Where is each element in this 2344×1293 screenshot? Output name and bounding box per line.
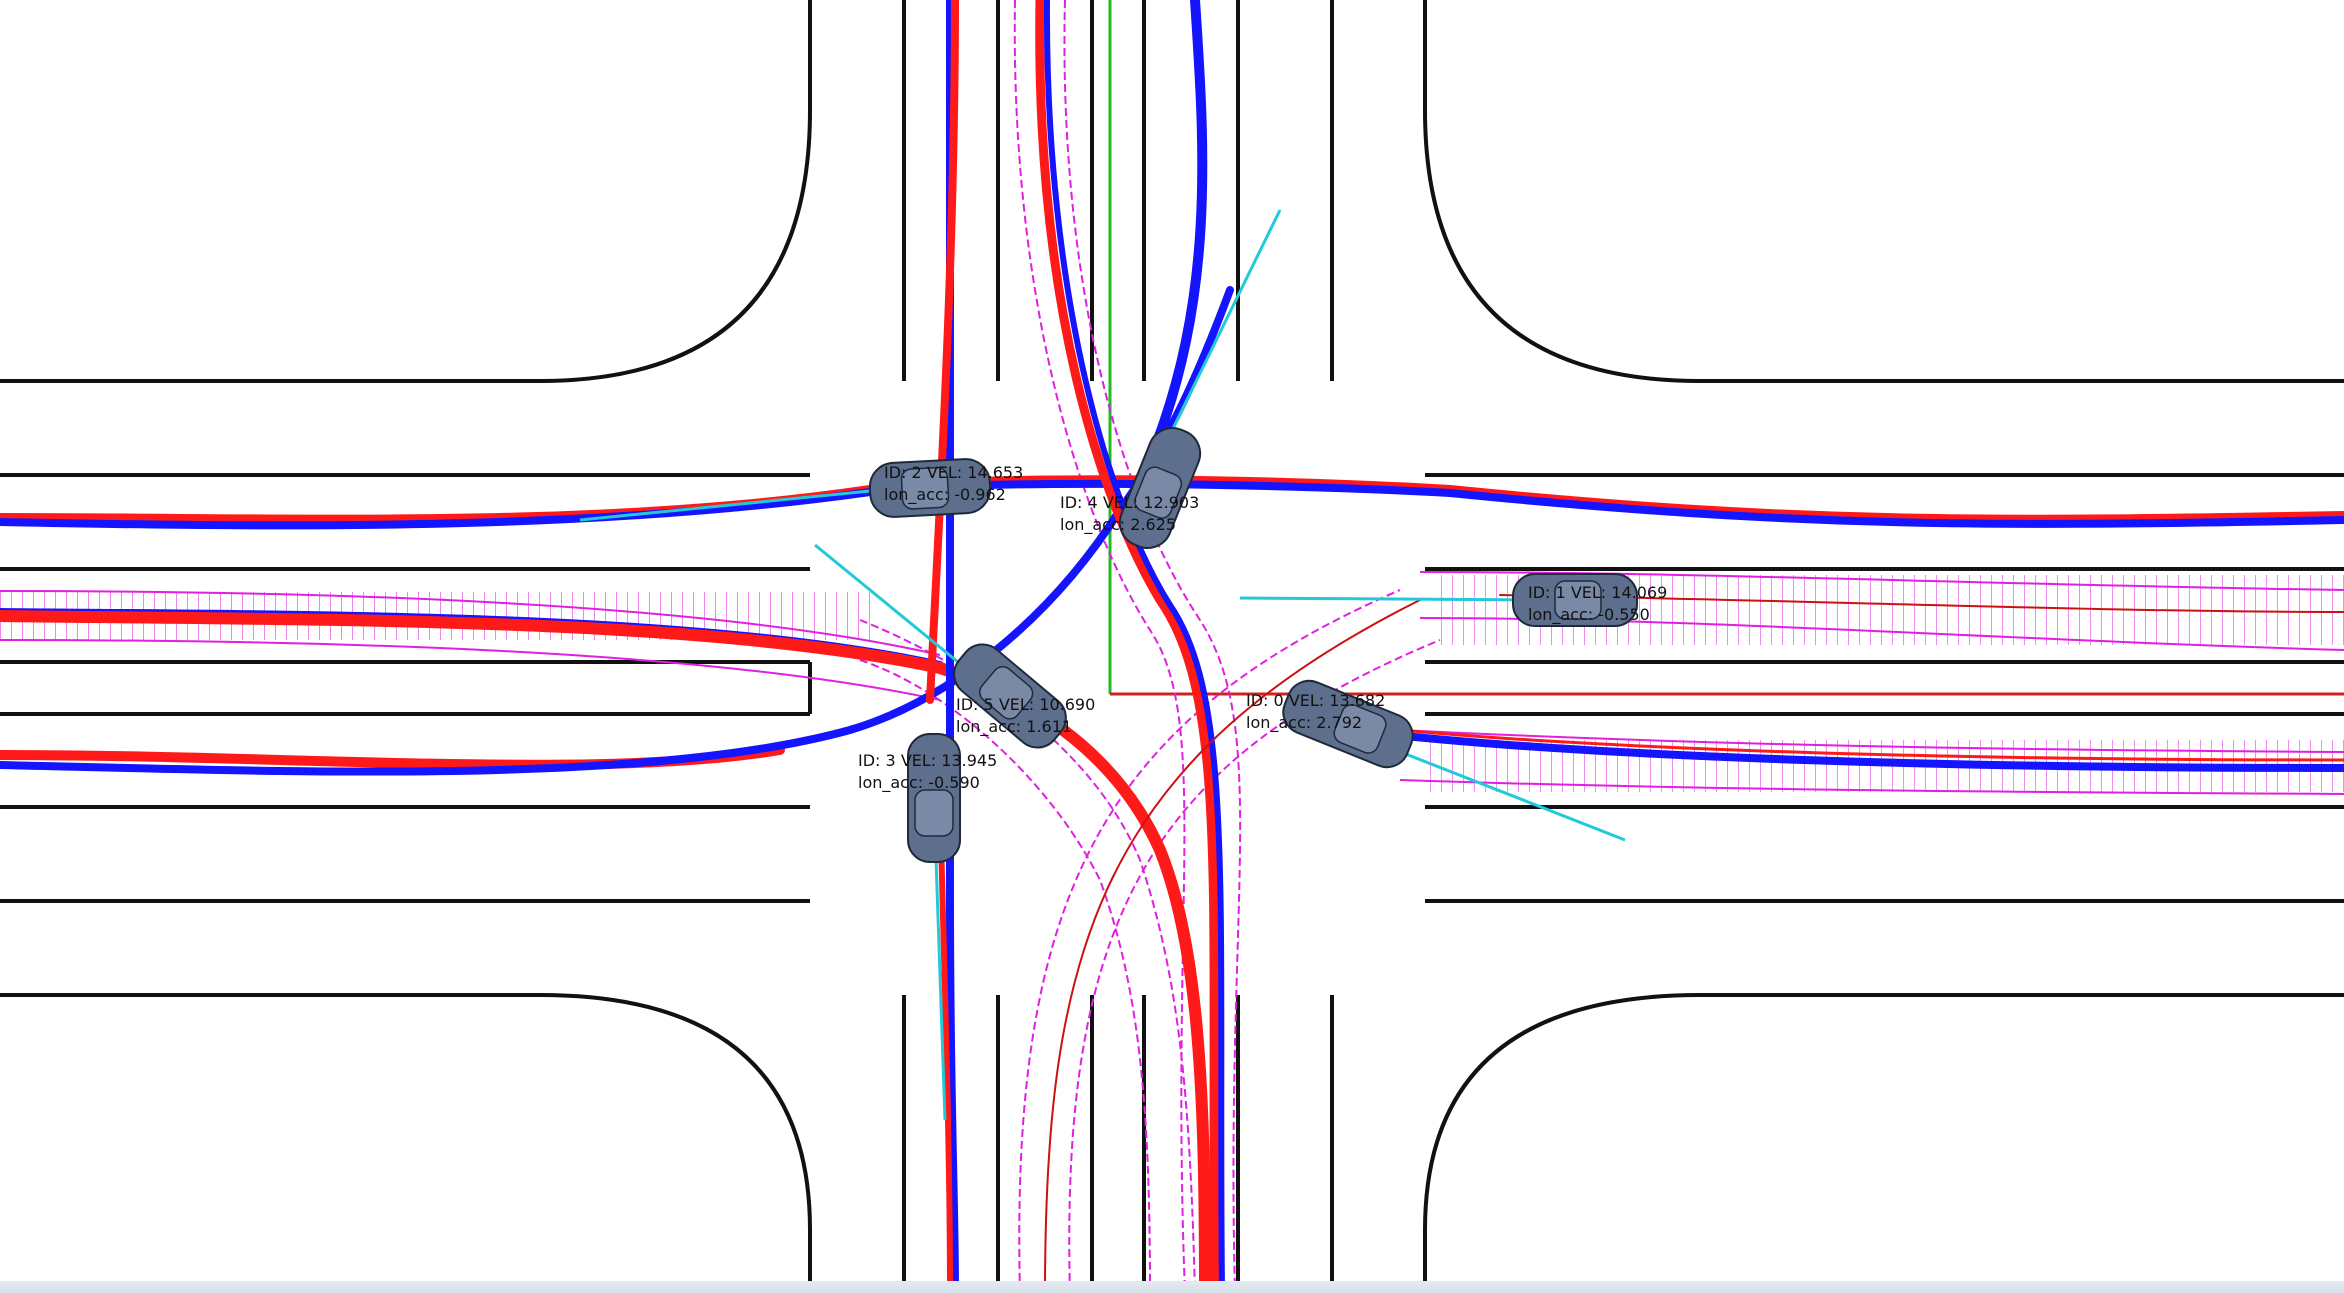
vehicle-labels: ID: 2 VEL: 14.653 lon_acc: -0.962 ID: 4 … xyxy=(858,463,1667,793)
vehicle-3-cabin xyxy=(914,789,954,837)
heading-arrow-2 xyxy=(579,488,881,522)
path-east-lower-red xyxy=(1348,723,2344,762)
vehicle-5-cabin xyxy=(979,666,1034,720)
vehicle-2-line2: lon_acc: -0.962 xyxy=(884,485,1006,505)
vehicle-0-line1: ID: 0 VEL: 13.682 xyxy=(1246,691,1385,710)
vehicle-0 xyxy=(1282,679,1414,769)
heading-arrows xyxy=(579,209,1626,1121)
heading-arrow-4 xyxy=(1158,209,1282,456)
curb-top-left xyxy=(0,0,812,383)
vehicle-2 xyxy=(868,458,992,518)
path-north-curve-blue xyxy=(1043,0,1225,1293)
vehicles xyxy=(868,427,1638,863)
path-north-curve-red xyxy=(1035,0,1220,1293)
heading-arrow-0 xyxy=(1369,738,1626,842)
path-north-left-red xyxy=(926,0,959,704)
vehicle-1-line2: lon_acc: -0.550 xyxy=(1528,605,1650,625)
vehicle-2-line1: ID: 2 VEL: 14.653 xyxy=(884,463,1023,482)
vehicle-0-line2: lon_acc: 2.792 xyxy=(1246,713,1362,733)
heading-arrow-5 xyxy=(814,543,981,682)
vehicle-3-line1: ID: 3 VEL: 13.945 xyxy=(858,751,997,770)
vehicle-2-cabin xyxy=(900,466,950,510)
vehicle-5 xyxy=(953,643,1067,749)
path-south-east-thin xyxy=(1044,599,1421,1293)
window-bottom-edge xyxy=(0,1281,2344,1293)
vehicle-1-cabin xyxy=(1554,580,1602,620)
heading-arrow-1 xyxy=(1239,596,1541,602)
vehicle-0-cabin xyxy=(1333,703,1387,754)
corridor-west-outline-2 xyxy=(0,639,941,701)
vehicle-5-line2: lon_acc: 1.611 xyxy=(956,717,1072,737)
vehicle-1-line1: ID: 1 VEL: 14.069 xyxy=(1528,583,1667,602)
vehicle-3-line2: lon_acc: -0.590 xyxy=(858,773,980,793)
vehicle-4-cabin xyxy=(1134,466,1183,519)
heading-arrow-3 xyxy=(933,829,947,1121)
path-north-right-blue xyxy=(1145,0,1208,465)
curb-bottom-left xyxy=(0,993,812,1293)
vehicle-3 xyxy=(907,733,961,863)
vehicle-5-line1: ID: 5 VEL: 10.690 xyxy=(956,695,1095,714)
vehicle-1 xyxy=(1512,573,1638,627)
corridor-north-south-left xyxy=(1013,0,1186,1293)
path-east-lower-blue xyxy=(1346,726,2344,772)
curb-bottom-right xyxy=(1423,993,2344,1293)
path-south-left-red xyxy=(937,797,953,1293)
vehicle-4 xyxy=(1118,427,1202,549)
vehicle-4-line1: ID: 4 VEL: 12.903 xyxy=(1060,493,1199,512)
corridor-south-east-left xyxy=(1018,589,1401,1293)
curb-top-right xyxy=(1423,0,2344,383)
corridor-north-south-right xyxy=(1063,0,1242,1293)
vehicle-4-line2: lon_acc: 2.625 xyxy=(1060,515,1176,535)
